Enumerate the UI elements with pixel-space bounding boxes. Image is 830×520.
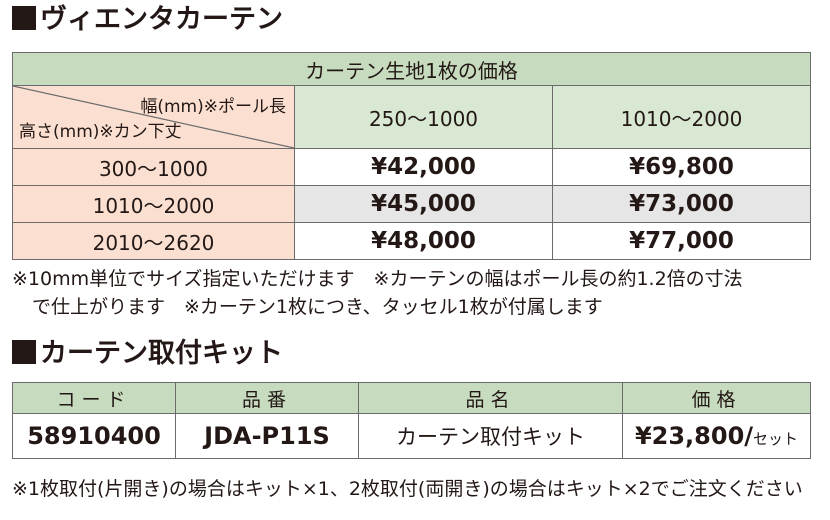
kit-header: コード (12, 382, 176, 414)
price-cell: ¥77,000 (551, 222, 812, 260)
diagonal-line (13, 86, 294, 148)
table-row: 1010〜2000 ¥45,000 ¥73,000 (12, 185, 812, 223)
section-title-text: カーテン取付キット (40, 338, 283, 369)
column-header: 1010〜2000 (551, 85, 812, 149)
kit-part-number: JDA-P11S (175, 413, 359, 459)
row-height-label: 2010〜2620 (12, 222, 295, 260)
width-label: 幅(mm)※ポール長 (140, 97, 286, 117)
kit-price: ¥23,800/ (634, 422, 754, 450)
table-row: 2010〜2620 ¥48,000 ¥77,000 (12, 222, 812, 260)
table-title-row: カーテン生地1枚の価格 (11, 52, 812, 86)
kit-header: 価格 (622, 382, 811, 414)
price-cell: ¥69,800 (551, 148, 812, 186)
row-height-label: 1010〜2000 (12, 185, 295, 223)
kit-header-row: コード 品番 品名 価格 (12, 382, 811, 414)
note-line-1: ※10mm単位でサイズ指定いただけます ※カーテンの幅はポール長の約1.2倍の寸… (12, 268, 743, 290)
section-title-text: ヴィエンタカーテン (40, 4, 283, 35)
table-title: カーテン生地1枚の価格 (11, 52, 812, 86)
kit-table: コード 品番 品名 価格 58910400 JDA-P11S カーテン取付キット… (12, 382, 811, 459)
price-cell: ¥73,000 (551, 185, 812, 223)
price-cell: ¥48,000 (294, 222, 553, 260)
price-cell: ¥45,000 (294, 185, 553, 223)
kit-note: ※1枚取付(片開き)の場合はキット×1、2枚取付(両開き)の場合はキット×2でご… (12, 478, 803, 500)
corner-cell: 幅(mm)※ポール長 高さ(mm)※カン下丈 (12, 85, 295, 149)
column-header: 250〜1000 (294, 85, 553, 149)
column-header-row: 幅(mm)※ポール長 高さ(mm)※カン下丈 250〜1000 1010〜200… (12, 85, 812, 149)
kit-price-unit: セット (753, 430, 799, 448)
kit-code: 58910400 (12, 413, 176, 459)
kit-price-cell: ¥23,800/セット (622, 413, 811, 459)
kit-header: 品名 (358, 382, 623, 414)
height-label: 高さ(mm)※カン下丈 (19, 122, 182, 142)
table-row: 300〜1000 ¥42,000 ¥69,800 (12, 148, 812, 186)
kit-header: 品番 (175, 382, 359, 414)
curtain-price-table: カーテン生地1枚の価格 幅(mm)※ポール長 高さ(mm)※カン下丈 250〜1… (11, 52, 812, 260)
section-title-curtain: ヴィエンタカーテン (12, 6, 283, 33)
price-cell: ¥42,000 (294, 148, 553, 186)
square-bullet-icon (12, 6, 36, 30)
square-bullet-icon (12, 340, 36, 364)
row-height-label: 300〜1000 (12, 148, 295, 186)
note-line-2: で仕上がります ※カーテン1枚につき、タッセル1枚が付属します (32, 296, 603, 318)
section-title-kit: カーテン取付キット (12, 340, 283, 367)
kit-product-name: カーテン取付キット (358, 413, 623, 459)
table-row: 58910400 JDA-P11S カーテン取付キット ¥23,800/セット (12, 413, 811, 459)
